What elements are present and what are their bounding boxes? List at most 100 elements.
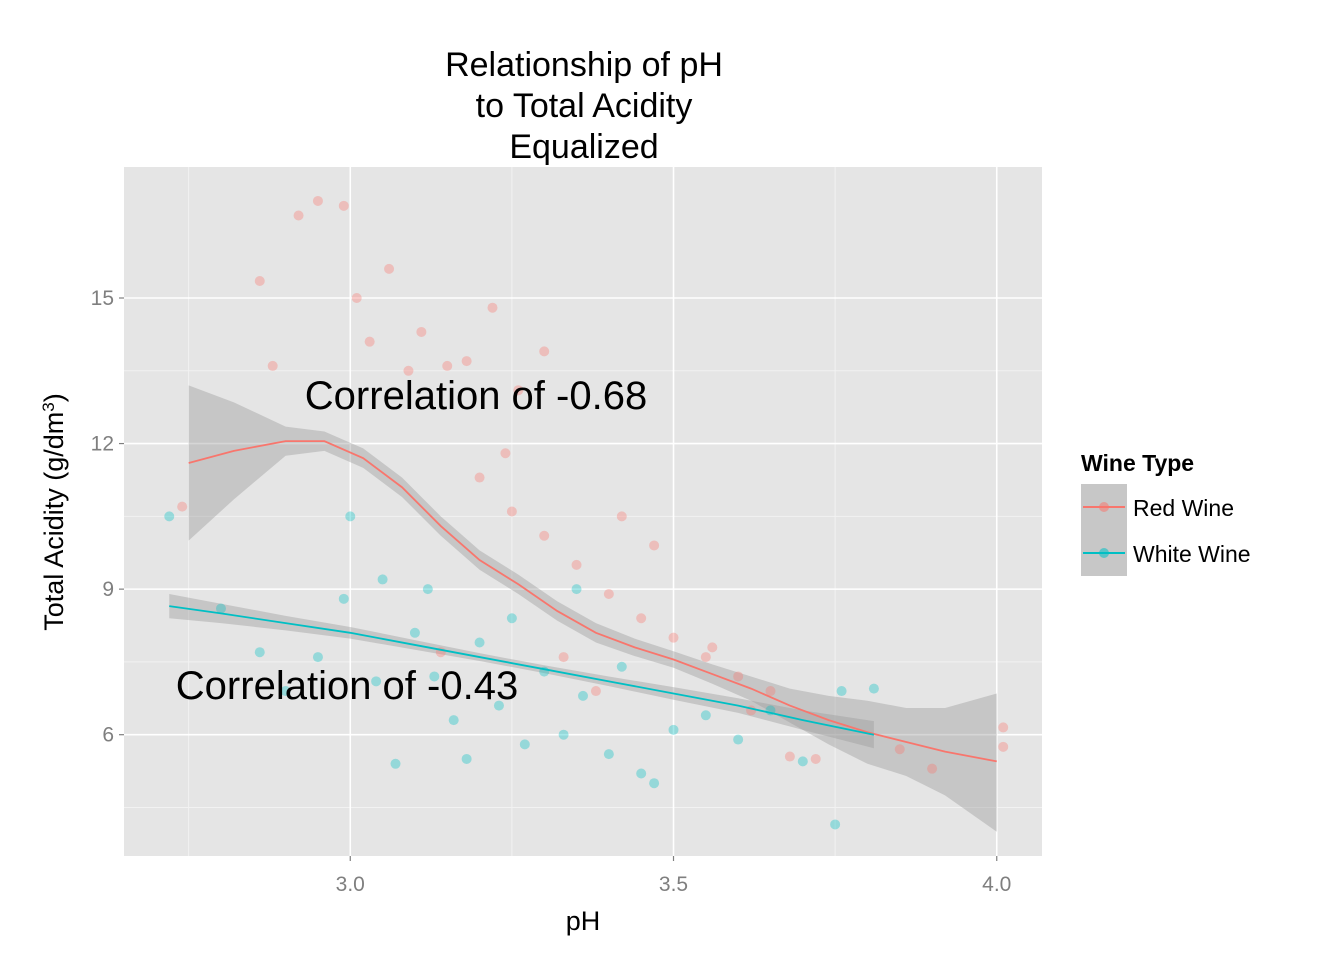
chart-title-line-1: Relationship of pH [445, 46, 723, 84]
point-series-1-23 [700, 710, 711, 721]
point-series-0-22 [668, 632, 679, 643]
point-series-1-21 [649, 778, 660, 789]
legend-title: Wine Type [1081, 450, 1194, 476]
point-series-1-13 [474, 637, 485, 648]
point-series-1-0 [164, 511, 175, 522]
grid-minor [124, 167, 1042, 856]
point-series-1-14 [493, 700, 504, 711]
legend-key-red-wine-point [1099, 502, 1109, 512]
point-series-1-32 [506, 613, 517, 624]
point-series-1-34 [616, 661, 627, 672]
point-series-0-15 [539, 346, 550, 357]
point-series-0-32 [707, 642, 718, 653]
point-series-1-22 [668, 724, 679, 735]
y-axis-ticks: 6 9 12 15 [91, 287, 124, 747]
point-series-1-8 [390, 758, 401, 769]
point-series-0-17 [506, 506, 517, 517]
point-series-0-27 [810, 753, 821, 764]
point-series-0-21 [636, 613, 647, 624]
point-series-0-10 [416, 326, 427, 337]
x-axis-label: pH [566, 906, 601, 936]
point-series-0-23 [700, 652, 711, 663]
point-series-1-24 [733, 734, 744, 745]
point-series-1-31 [422, 584, 433, 595]
point-series-0-24 [733, 671, 744, 682]
point-series-1-1 [215, 603, 226, 614]
legend: Wine Type Red Wine White Wine [1081, 450, 1251, 576]
point-series-0-5 [338, 200, 349, 211]
annotation-red-correlation: Correlation of -0.68 [305, 374, 647, 418]
point-series-0-11 [442, 360, 453, 371]
legend-label-red-wine: Red Wine [1133, 495, 1234, 521]
point-series-0-35 [590, 686, 601, 697]
legend-label-white-wine: White Wine [1133, 541, 1251, 567]
smooth-line-1 [169, 605, 875, 736]
smooth-lines [169, 440, 997, 763]
point-series-0-30 [998, 722, 1009, 733]
chart-title-line-2: to Total Acidity [476, 87, 693, 125]
x-tick-label-2: 4.0 [982, 873, 1011, 896]
point-series-1-5 [338, 593, 349, 604]
grid-major [124, 167, 1042, 856]
point-series-0-16 [474, 472, 485, 483]
point-series-0-8 [384, 263, 395, 274]
y-axis-label-close: ) [39, 393, 69, 402]
ci-ribbon-0 [188, 385, 997, 832]
chart-title-line-3: Equalized [509, 128, 658, 166]
point-series-0-12 [461, 356, 472, 367]
point-series-0-26 [784, 751, 795, 762]
point-series-0-18 [539, 530, 550, 541]
y-tick-label-1: 9 [102, 578, 114, 601]
data-points [164, 195, 1009, 830]
point-series-1-3 [280, 686, 291, 697]
point-series-1-18 [578, 690, 588, 701]
point-series-0-31 [998, 741, 1009, 752]
point-series-0-19 [571, 559, 582, 570]
plot-panel [124, 167, 1042, 856]
point-series-0-13 [487, 302, 498, 313]
point-series-1-29 [868, 683, 879, 694]
point-series-1-17 [558, 729, 569, 740]
point-series-1-10 [429, 671, 440, 682]
point-series-0-3 [293, 210, 304, 221]
y-tick-label-2: 12 [91, 433, 114, 456]
x-tick-label-0: 3.0 [336, 873, 365, 896]
point-series-0-29 [927, 763, 938, 774]
point-series-0-9 [403, 365, 414, 376]
point-series-1-2 [254, 647, 265, 658]
point-series-1-4 [312, 652, 323, 663]
annotation-white-correlation: Correlation of -0.43 [176, 664, 518, 708]
point-series-0-34 [558, 652, 569, 663]
point-series-0-39 [649, 540, 660, 551]
y-tick-label-0: 6 [102, 724, 114, 747]
point-series-0-37 [500, 448, 511, 459]
point-series-0-6 [351, 293, 362, 304]
point-series-1-28 [836, 686, 847, 697]
point-series-1-27 [830, 819, 841, 830]
y-axis-label-superscript: 3 [39, 402, 58, 411]
point-series-0-28 [894, 744, 905, 755]
point-series-1-6 [345, 511, 356, 522]
point-series-0-1 [254, 276, 265, 287]
point-series-0-0 [177, 501, 188, 512]
point-series-0-14 [513, 385, 524, 396]
point-series-0-25 [765, 686, 776, 697]
point-series-1-20 [636, 768, 647, 779]
point-series-1-12 [461, 753, 472, 764]
point-series-1-26 [797, 756, 808, 767]
y-axis-label-text: Total Acidity (g/dm [39, 412, 69, 631]
point-series-1-30 [377, 574, 388, 585]
point-series-1-19 [603, 749, 614, 760]
point-series-1-9 [409, 627, 420, 638]
x-tick-label-1: 3.5 [659, 873, 688, 896]
point-series-1-11 [448, 715, 459, 726]
point-series-1-33 [571, 584, 582, 595]
point-series-0-2 [267, 360, 278, 371]
point-series-0-7 [364, 336, 375, 347]
svg-text:Total Acidity (g/dm3): Total Acidity (g/dm3) [39, 393, 70, 631]
x-axis-ticks: 3.0 3.5 4.0 [336, 856, 1011, 896]
point-series-1-7 [371, 676, 382, 687]
y-tick-label-3: 15 [91, 287, 114, 310]
legend-key-white-wine-point [1099, 548, 1109, 558]
